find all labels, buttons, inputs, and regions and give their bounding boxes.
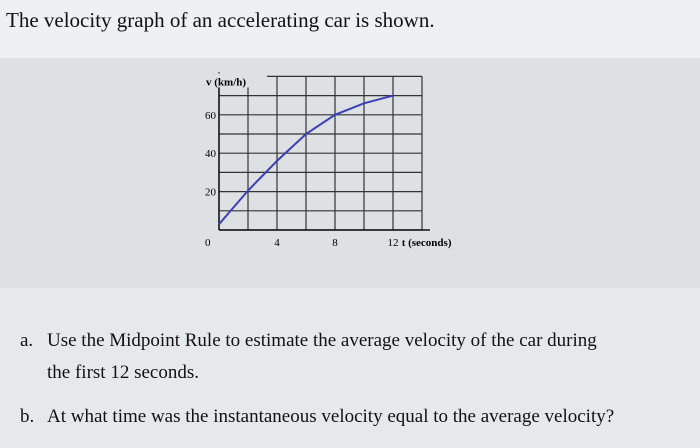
- question-a-text: Use the Midpoint Rule to estimate the av…: [47, 330, 597, 351]
- question-a-label: a.: [20, 330, 34, 351]
- question-b-text: At what time was the instantaneous veloc…: [47, 406, 615, 427]
- y-label-bg: [205, 73, 267, 88]
- y-tick-label: 60: [205, 110, 217, 122]
- question-b-label: b.: [20, 406, 35, 427]
- x-tick-label: 8: [332, 237, 338, 249]
- title-band: [0, 0, 700, 58]
- velocity-curve: [218, 94, 394, 225]
- y-tick-label: 40: [205, 148, 217, 160]
- y-axis-label: v (km/h): [206, 76, 246, 88]
- graph-band: [0, 58, 700, 288]
- y-tick-label: 20: [205, 187, 217, 199]
- x-axis-label: t (seconds): [402, 237, 452, 249]
- x-tick-label: 12: [388, 237, 399, 249]
- x-tick-label: 4: [274, 237, 280, 249]
- questions-band: [0, 288, 700, 448]
- origin-label: 0: [205, 237, 211, 249]
- problem-title: The velocity graph of an accelerating ca…: [6, 8, 435, 32]
- question-a-text-2: the first 12 seconds.: [47, 362, 199, 383]
